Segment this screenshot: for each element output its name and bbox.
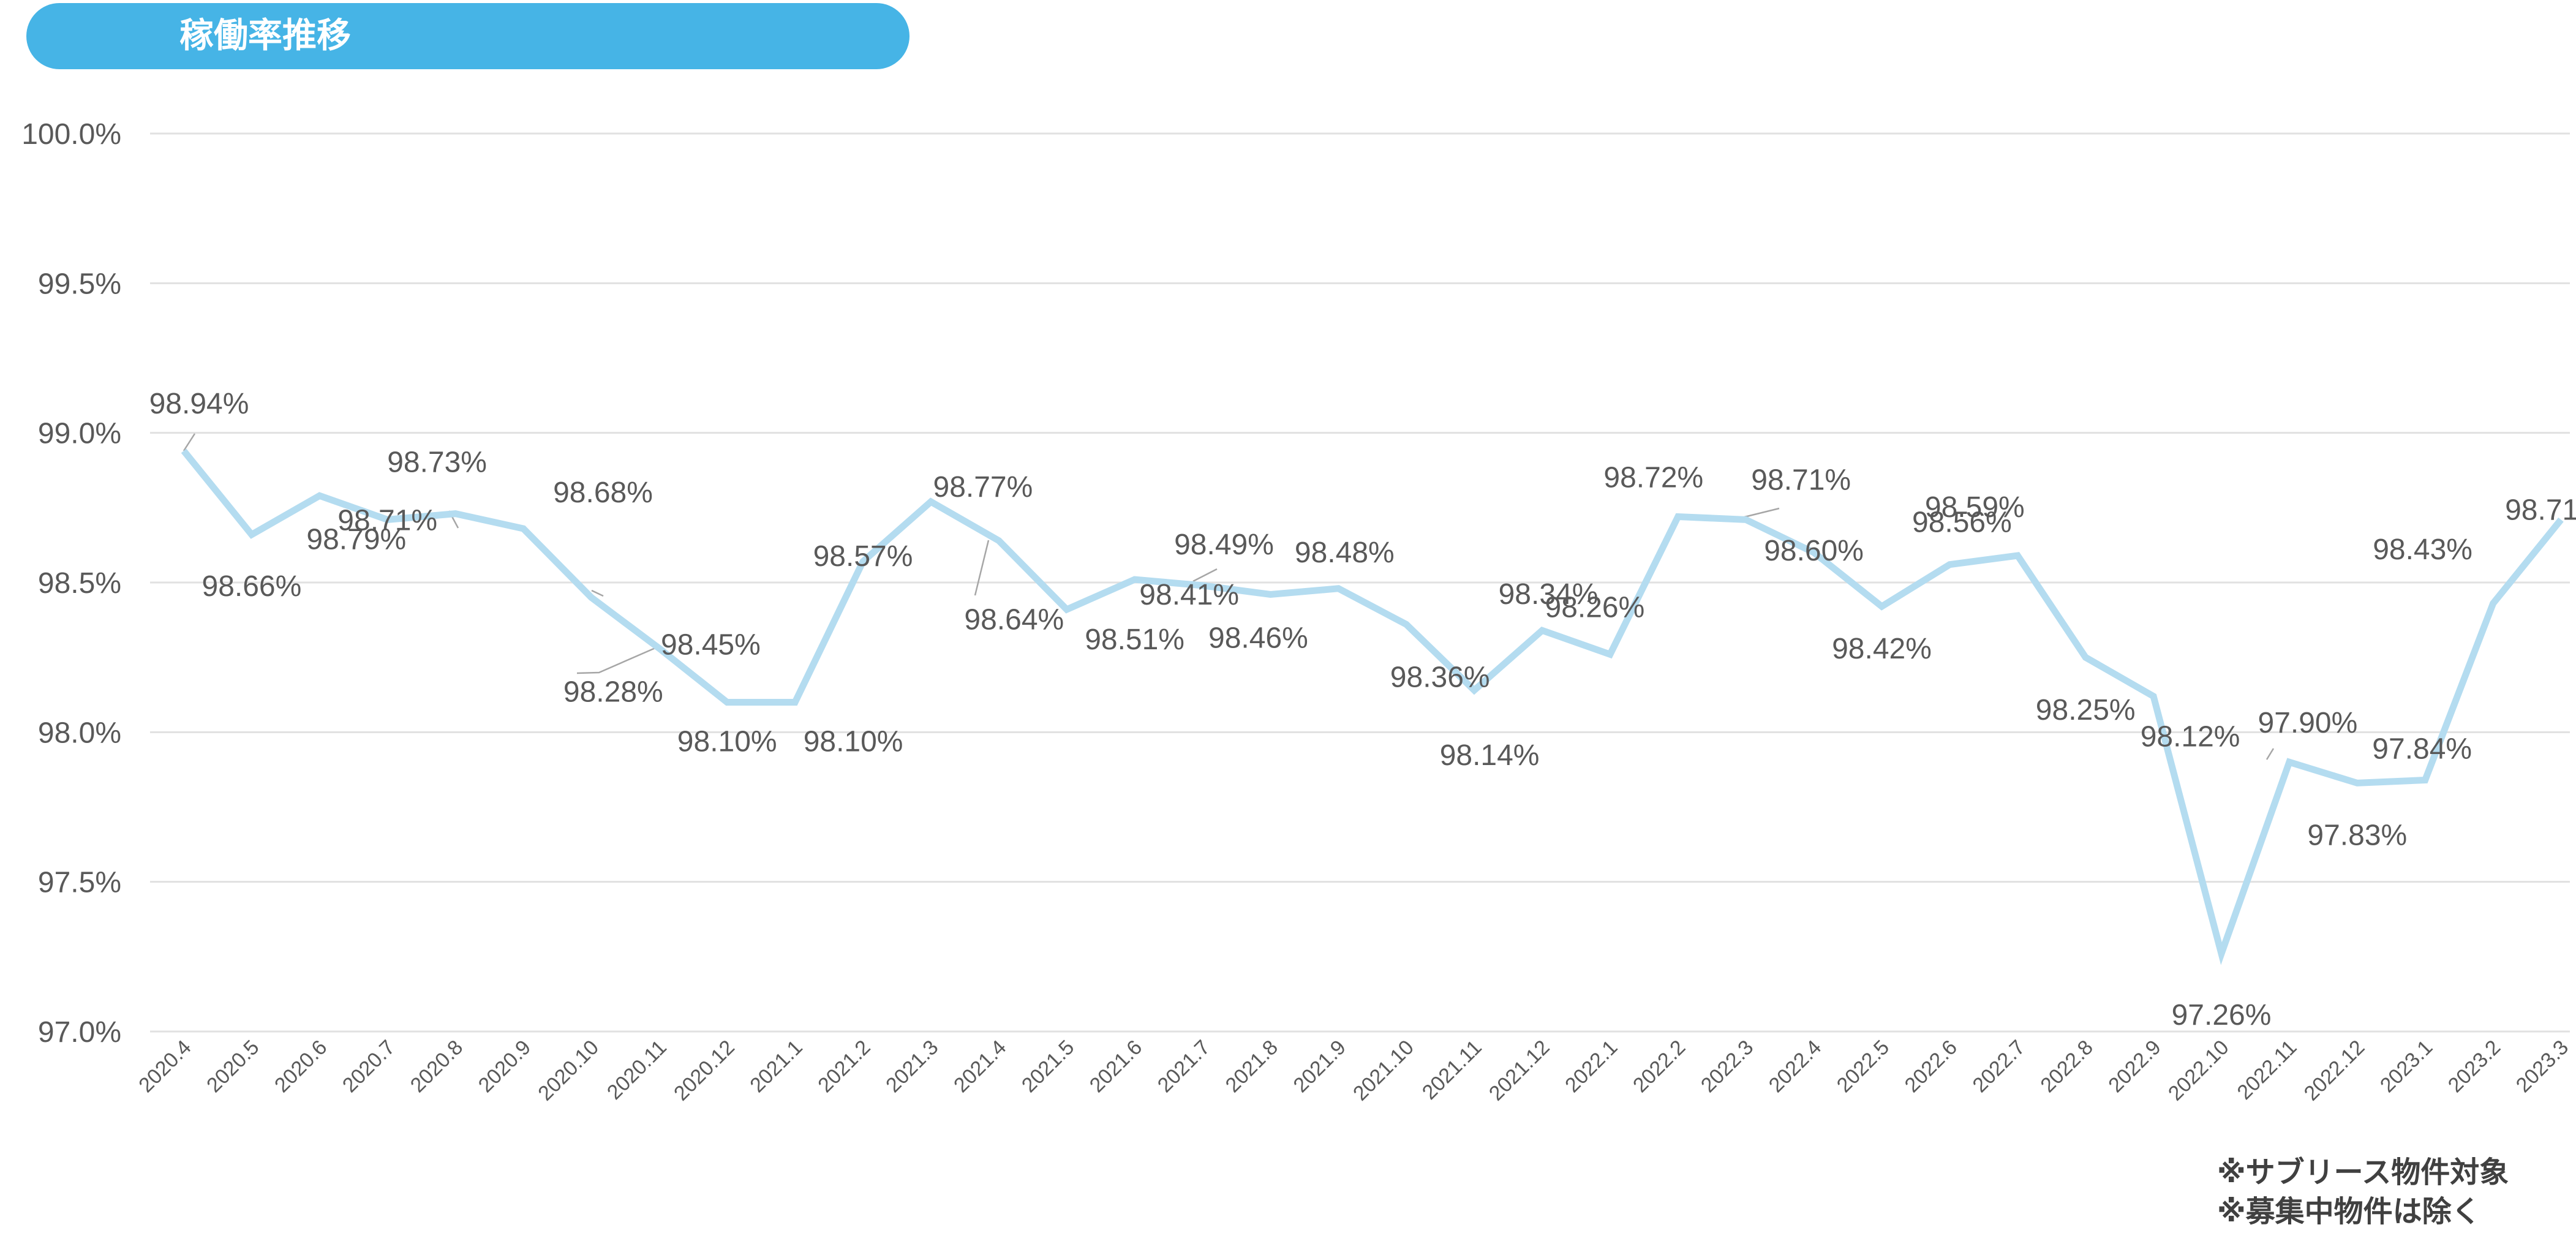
data-label: 98.14% — [1440, 739, 1540, 772]
y-tick-label: 99.5% — [38, 268, 121, 300]
data-label: 97.90% — [2258, 707, 2358, 739]
data-label: 98.28% — [563, 676, 663, 709]
data-label: 98.77% — [933, 471, 1033, 503]
x-tick-label: 2023.2 — [2444, 1036, 2505, 1097]
x-axis: 2020.4 2020.5 2020.6 2020.7 2020.8 2020.92020… — [134, 1036, 2573, 1106]
data-label: 98.45% — [661, 628, 761, 661]
x-tick-label: 2020.7 — [338, 1036, 399, 1097]
label-leader-lines — [183, 433, 2275, 760]
x-tick-label: 2022.5 — [1832, 1036, 1894, 1097]
x-tick-label: 2020.8 — [406, 1036, 467, 1097]
leader-line — [576, 646, 657, 674]
leader-line — [591, 589, 604, 597]
x-tick-label: 2020.4 — [134, 1036, 195, 1097]
x-tick-label: 2020.6 — [270, 1036, 331, 1097]
data-label: 98.51% — [1085, 624, 1184, 656]
data-label: 98.10% — [677, 725, 777, 758]
x-tick-label: 2022.8 — [2036, 1036, 2097, 1097]
data-label: 98.79% — [306, 523, 406, 556]
data-label: 98.57% — [813, 540, 913, 573]
data-label: 98.72% — [1603, 461, 1703, 494]
x-tick-label: 2021.3 — [881, 1036, 943, 1097]
footnotes: ※サブリース物件対象 ※募集中物件は除く — [2217, 1153, 2509, 1231]
data-label: 98.66% — [202, 570, 302, 603]
y-tick-label: 97.5% — [38, 867, 121, 899]
y-tick-label: 99.0% — [38, 418, 121, 450]
data-label: 98.10% — [804, 725, 903, 758]
data-label: 98.34% — [1499, 578, 1599, 611]
footnote-1: ※サブリース物件対象 — [2217, 1155, 2509, 1190]
x-tick-label: 2020.12 — [669, 1036, 739, 1106]
x-tick-label: 2022.1 — [1561, 1036, 1622, 1097]
data-label: 98.94% — [149, 388, 249, 420]
data-label: 98.71% — [1751, 464, 1851, 496]
data-label: 98.73% — [387, 447, 487, 479]
y-tick-label: 100.0% — [21, 118, 121, 151]
y-tick-label: 98.0% — [38, 717, 121, 749]
data-label: 98.36% — [1390, 661, 1490, 693]
x-tick-label: 2021.12 — [1485, 1036, 1554, 1106]
series-line-occupancy — [181, 448, 2564, 965]
x-tick-label: 2021.5 — [1017, 1036, 1079, 1097]
x-tick-label: 2020.5 — [202, 1036, 263, 1097]
data-label: 98.64% — [964, 604, 1064, 636]
x-tick-label: 2022.12 — [2300, 1036, 2370, 1106]
y-tick-label: 98.5% — [38, 567, 121, 600]
x-tick-label: 2020.11 — [603, 1036, 671, 1104]
x-tick-label: 2021.6 — [1085, 1036, 1147, 1097]
data-label: 98.42% — [1832, 633, 1932, 665]
x-tick-label: 2022.6 — [1900, 1036, 1962, 1097]
gridlines — [150, 132, 2570, 1033]
line-chart: 97.0% 97.5% 98.0% 98.5% 99.0% 99.5% 100.0% 202… — [21, 118, 2576, 1106]
x-tick-label: 2023.1 — [2376, 1036, 2437, 1097]
footnote-2: ※募集中物件は除く — [2217, 1194, 2481, 1229]
data-label: 98.68% — [553, 477, 653, 509]
y-tick-label: 97.0% — [38, 1016, 121, 1049]
data-label: 98.56% — [1912, 507, 2012, 539]
leader-line — [2265, 748, 2275, 760]
leader-line — [183, 433, 196, 451]
x-tick-label: 2021.10 — [1349, 1036, 1418, 1106]
data-label: 98.25% — [2036, 694, 2136, 726]
x-tick-label: 2021.1 — [745, 1036, 807, 1097]
x-tick-label: 2021.7 — [1153, 1036, 1215, 1097]
data-label: 98.60% — [1764, 535, 1864, 567]
x-tick-label: 2020.9 — [474, 1036, 535, 1097]
x-tick-label: 2020.10 — [533, 1036, 603, 1106]
data-label: 97.84% — [2372, 733, 2472, 766]
x-tick-label: 2022.11 — [2233, 1036, 2302, 1104]
x-tick-label: 2022.2 — [1629, 1036, 1690, 1097]
data-label: 98.43% — [2373, 534, 2472, 566]
chart-title: 稼働率推移 — [179, 16, 351, 56]
data-label: 98.71% — [337, 504, 437, 537]
data-label: 98.41% — [1139, 579, 1239, 611]
x-tick-label: 2021.4 — [949, 1036, 1011, 1097]
leader-line — [1192, 568, 1218, 583]
data-labels: 98.94%98.66%98.79%98.71%98.73%98.68%98.4… — [149, 388, 2576, 1031]
data-label: 98.12% — [2141, 721, 2240, 753]
x-tick-label: 2022.10 — [2164, 1036, 2234, 1106]
leader-line — [974, 540, 990, 596]
x-tick-label: 2021.2 — [813, 1036, 875, 1097]
x-tick-label: 2022.7 — [1968, 1036, 2030, 1097]
data-label: 97.26% — [2172, 999, 2272, 1031]
x-tick-label: 2023.3 — [2512, 1036, 2573, 1097]
x-tick-label: 2022.9 — [2104, 1036, 2165, 1097]
data-label: 98.46% — [1208, 622, 1308, 655]
series-line — [181, 448, 2564, 965]
chart-title-banner: 稼働率推移 — [26, 3, 910, 69]
data-label: 98.71% — [2505, 494, 2576, 526]
data-label: 98.59% — [1925, 491, 2025, 524]
x-tick-label: 2021.11 — [1418, 1036, 1486, 1104]
x-tick-label: 2021.8 — [1221, 1036, 1282, 1097]
y-axis: 97.0% 97.5% 98.0% 98.5% 99.0% 99.5% 100.0% — [21, 118, 121, 1049]
data-label: 98.48% — [1295, 537, 1395, 569]
x-tick-label: 2021.9 — [1289, 1036, 1350, 1097]
x-tick-label: 2022.3 — [1697, 1036, 1758, 1097]
data-label: 98.26% — [1545, 591, 1645, 624]
data-label: 97.83% — [2307, 819, 2407, 851]
x-tick-label: 2022.4 — [1764, 1036, 1826, 1097]
data-label: 98.49% — [1174, 529, 1274, 561]
